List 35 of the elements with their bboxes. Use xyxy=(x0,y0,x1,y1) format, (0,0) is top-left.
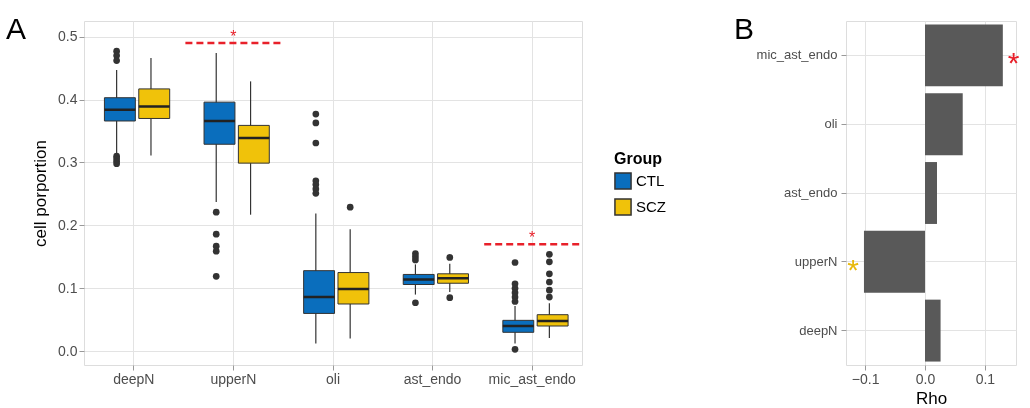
y-tick-label: 0.3 xyxy=(58,154,78,170)
annotation: * xyxy=(1007,46,1020,80)
text: B xyxy=(734,12,755,45)
x-tick-label: 0.0 xyxy=(915,370,936,387)
y-tick-label: upperN xyxy=(794,253,838,269)
bar xyxy=(925,299,941,362)
y-tick-label: 0.5 xyxy=(58,28,78,45)
legend-title: Group xyxy=(614,150,663,167)
y-tick-label: deepN xyxy=(799,322,838,338)
x-tick-label: deepN xyxy=(113,370,155,387)
y-tick-label: oli xyxy=(824,116,838,132)
bar xyxy=(925,24,1003,87)
legend-label: SCZ xyxy=(636,198,666,215)
bar xyxy=(863,230,926,293)
legend-label: CTL xyxy=(636,172,665,189)
y-tick-label: 0.2 xyxy=(58,216,78,233)
annotation: * xyxy=(230,28,237,46)
y-tick-label: 0.4 xyxy=(58,91,78,108)
y-tick-label: 0.1 xyxy=(58,279,78,296)
x-tick-label: −0.1 xyxy=(851,370,880,387)
y-tick-label: mic_ast_endo xyxy=(756,47,838,63)
x-tick-label: ast_endo xyxy=(403,370,462,387)
x-tick-label: mic_ast_endo xyxy=(488,370,576,387)
bar xyxy=(925,93,963,156)
x-axis-title: Rho xyxy=(915,388,948,408)
text: A xyxy=(6,12,27,45)
annotation: * xyxy=(847,252,860,286)
y-tick-label: ast_endo xyxy=(784,185,838,200)
y-tick-label: 0.0 xyxy=(58,342,78,359)
y-axis-title: cell porportion xyxy=(31,140,51,247)
bar xyxy=(925,162,937,224)
x-tick-label: upperN xyxy=(210,370,257,387)
x-tick-label: oli xyxy=(325,370,341,387)
annotation: * xyxy=(529,229,536,247)
x-tick-label: 0.1 xyxy=(975,370,996,387)
